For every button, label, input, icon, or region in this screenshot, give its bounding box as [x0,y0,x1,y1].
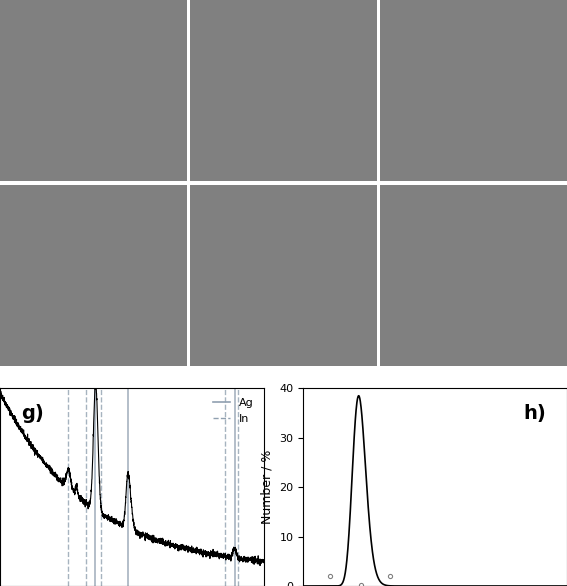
Text: g): g) [21,404,44,423]
Legend: Ag, In: Ag, In [209,394,258,428]
Text: h): h) [523,404,546,423]
Y-axis label: Number / %: Number / % [261,450,274,524]
